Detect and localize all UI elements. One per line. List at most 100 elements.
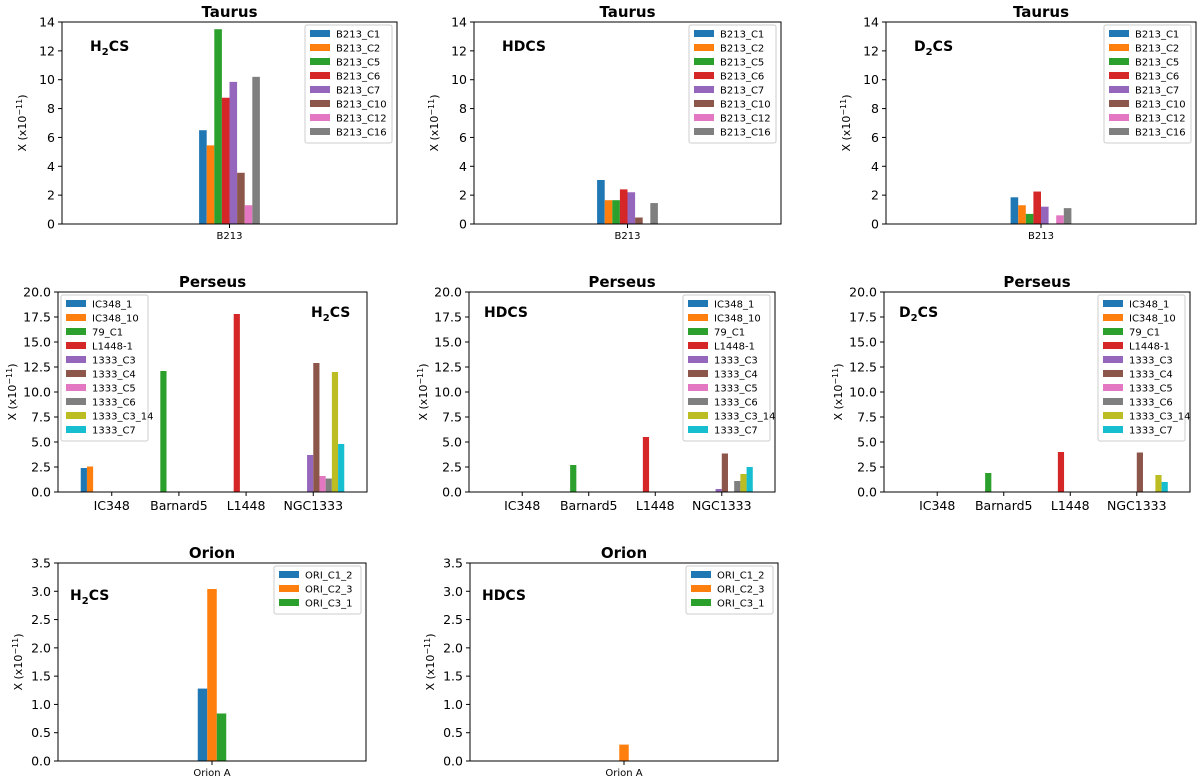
- axes-frame: [61, 21, 398, 225]
- legend-entry: 1333_C3_14: [714, 412, 776, 423]
- bar-1333-c4-ngc1333: [313, 363, 320, 492]
- legend-entry: IC348_10: [92, 314, 139, 325]
- molecule-label: H2CS: [311, 305, 350, 324]
- legend-entry: ORI_C3_1: [305, 599, 352, 610]
- y-tick-label: 12: [451, 43, 467, 58]
- y-tick-label: 3.5: [31, 556, 51, 571]
- legend-swatch: [691, 571, 711, 578]
- y-tick-label: 0.0: [442, 485, 462, 500]
- x-tick-label: B213: [615, 231, 641, 242]
- legend-swatch: [1109, 100, 1129, 107]
- bar-b213-c16-b213: [1063, 208, 1072, 224]
- y-tick-label: 7.5: [31, 410, 51, 425]
- legend-entry: B213_C10: [720, 100, 771, 111]
- y-axis-label: X (x10−11): [11, 633, 25, 690]
- legend-entry: 1333_C3: [1129, 356, 1173, 367]
- y-tick-label: 20.0: [23, 285, 51, 300]
- chart-panel-1: Taurus 0 2 4 6 8 10 12 14 X (x10−11) B213 H2CS B213_…: [15, 3, 398, 242]
- legend-entry: 1333_C3: [92, 356, 136, 367]
- legend-swatch: [279, 585, 299, 592]
- legend-entry: 1333_C4: [1129, 370, 1173, 381]
- bar-b213-c1-b213: [199, 130, 207, 224]
- x-tick-label: IC348: [504, 498, 540, 513]
- y-tick-label: 12.5: [434, 360, 462, 375]
- chart-title: Taurus: [1013, 3, 1069, 21]
- bar-b213-c5-b213: [1025, 213, 1034, 224]
- axes-frame: [473, 21, 782, 225]
- y-tick-label: 0: [871, 217, 879, 232]
- bar-l1448-1-l1448: [233, 314, 240, 492]
- legend-entry: B213_C6: [1135, 72, 1179, 83]
- bar-b213-c10-b213: [237, 172, 245, 224]
- x-tick-label: L1448: [227, 498, 266, 513]
- legend-entry: B213_C1: [720, 30, 764, 41]
- molecule-label: D2CS: [914, 39, 953, 58]
- bar-b213-c16-b213: [252, 76, 260, 224]
- legend-entry: IC348_10: [1129, 314, 1176, 325]
- legend-swatch: [66, 384, 86, 391]
- legend-entry: B213_C16: [720, 128, 771, 139]
- x-tick-label: Barnard5: [150, 498, 208, 513]
- legend-swatch: [310, 72, 330, 79]
- legend-swatch: [694, 86, 714, 93]
- legend-entry: B213_C10: [336, 100, 387, 111]
- y-tick-label: 12.5: [849, 360, 877, 375]
- legend-entry: ORI_C3_1: [717, 599, 764, 610]
- legend-box: [304, 24, 393, 144]
- bar-b213-c7-b213: [627, 192, 636, 224]
- legend-entry: B213_C1: [336, 30, 380, 41]
- y-tick-label: 12: [39, 43, 55, 58]
- bar-b213-c7-b213: [229, 81, 238, 224]
- legend-swatch: [1109, 30, 1129, 37]
- axes-frame: [57, 562, 367, 762]
- axes-frame: [469, 562, 779, 762]
- legend-swatch: [1103, 356, 1123, 363]
- chart-panel-6: Perseus 0.0 2.5 5.0 7.5 10.0 12.5 15.0 17.5 20.0 X…: [831, 273, 1191, 513]
- y-tick-label: 0.0: [31, 754, 51, 769]
- legend-swatch: [694, 44, 714, 51]
- legend-entry: 1333_C6: [714, 398, 758, 409]
- legend-entry: B213_C6: [336, 72, 380, 83]
- y-axis-label: X (x10−11): [831, 363, 845, 420]
- y-tick-label: 2.5: [442, 460, 462, 475]
- bar-ic348-1-ic348: [80, 468, 87, 492]
- y-tick-label: 0.5: [31, 725, 51, 740]
- bar-79-c1-barnard5: [570, 465, 577, 492]
- legend-entry: ORI_C2_3: [305, 585, 352, 596]
- molecule-label: H2CS: [70, 588, 109, 607]
- legend-swatch: [310, 58, 330, 65]
- legend-entry: B213_C16: [336, 128, 387, 139]
- bar-1333-c3-14-ngc1333: [740, 474, 747, 492]
- legend-entry: B213_C5: [720, 58, 764, 69]
- legend-entry: B213_C10: [1135, 100, 1186, 111]
- y-tick-label: 12: [863, 43, 879, 58]
- y-tick-label: 0.5: [443, 725, 463, 740]
- legend-entry: B213_C12: [336, 114, 387, 125]
- chart-title: Perseus: [1003, 273, 1070, 291]
- legend-entry: B213_C2: [336, 44, 380, 55]
- legend-entry: B213_C12: [1135, 114, 1186, 125]
- legend-entry: B213_C5: [336, 58, 380, 69]
- y-tick-label: 0.0: [857, 485, 877, 500]
- bar-1333-c3-ngc1333: [715, 489, 722, 492]
- y-tick-label: 5.0: [442, 435, 462, 450]
- y-tick-label: 0: [459, 217, 467, 232]
- bar-1333-c6-ngc1333: [734, 481, 741, 492]
- y-tick-label: 2.5: [443, 612, 463, 627]
- y-tick-label: 2: [47, 188, 55, 203]
- legend-swatch: [66, 328, 86, 335]
- y-tick-label: 1.0: [443, 697, 463, 712]
- y-tick-label: 10: [863, 72, 879, 87]
- y-axis-label: X (x10−11): [839, 94, 853, 151]
- legend-swatch: [688, 384, 708, 391]
- y-tick-label: 5.0: [857, 435, 877, 450]
- y-tick-label: 17.5: [23, 310, 51, 325]
- chart-title: Taurus: [201, 3, 257, 21]
- legend-swatch: [1109, 128, 1129, 135]
- legend-entry: 1333_C4: [714, 370, 758, 381]
- y-tick-label: 2: [871, 188, 879, 203]
- legend-swatch: [66, 398, 86, 405]
- y-tick-label: 7.5: [857, 410, 877, 425]
- chart-title: Taurus: [599, 3, 655, 21]
- bar-1333-c3-14-ngc1333: [331, 372, 339, 492]
